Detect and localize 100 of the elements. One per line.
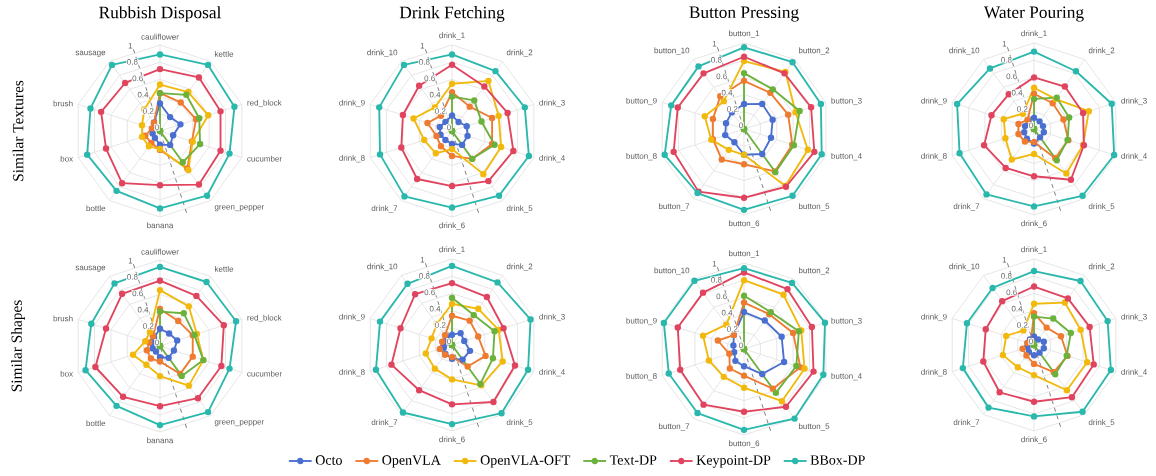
spoke-label: button_4	[831, 152, 862, 161]
spoke-label: drink_1	[1021, 246, 1047, 254]
spoke-label: drink_5	[506, 205, 533, 213]
spoke-label: drink_10	[367, 49, 398, 57]
chart-title: Drink Fetching	[399, 6, 505, 22]
spoke-label: cauliflower	[141, 33, 179, 40]
spoke-label: button_8	[626, 152, 657, 161]
y-tick-label: 0.4	[1011, 89, 1023, 96]
y-tick-label: 0.4	[721, 89, 733, 96]
spoke-label: green_pepper	[214, 205, 265, 212]
spoke-label: drink_4	[1121, 152, 1147, 161]
y-tick-label: 0.6	[132, 290, 143, 297]
y-tick-label: 0	[739, 342, 743, 349]
y-tick-label: 0.8	[1001, 57, 1012, 63]
spoke-label: bottle	[86, 205, 106, 212]
spoke-label: drink_6	[439, 436, 465, 444]
spoke-label: kettle	[214, 50, 234, 57]
y-tick-label: 0.2	[435, 322, 446, 328]
spoke-label: button_9	[626, 317, 657, 326]
spoke-label: red_block	[247, 314, 282, 323]
spoke-label: drink_4	[539, 154, 565, 163]
spoke-label: drink_2	[506, 49, 533, 57]
spoke-label: button_3	[831, 317, 862, 326]
y-tick-label: 1	[420, 256, 425, 263]
spoke-label: button_4	[831, 372, 862, 381]
spoke-label: drink_4	[1121, 368, 1147, 377]
y-tick-label: 0	[155, 339, 159, 346]
y-tick-label: 0.2	[727, 106, 738, 112]
y-tick-label: 0.4	[137, 91, 149, 98]
spoke-label: sausage	[75, 50, 106, 57]
y-tick-label: 0.8	[127, 59, 138, 65]
spoke-label: sausage	[75, 265, 106, 272]
spoke-label: banana	[147, 437, 174, 444]
y-tick-label: 0.8	[127, 274, 138, 280]
chart-title: Water Pouring	[983, 6, 1084, 22]
legend-label: BBox-DP	[810, 455, 865, 465]
legend-label: Keypoint-DP	[696, 455, 771, 468]
spoke-label: drink_8	[339, 368, 365, 377]
y-tick-label: 0.2	[1017, 106, 1028, 112]
spoke-label: button_6	[728, 440, 760, 448]
spoke-label: drink_1	[439, 32, 465, 40]
spoke-label: cauliflower	[141, 248, 179, 255]
y-tick-label: 0	[1029, 122, 1033, 129]
legend-label: OpenVLA	[382, 455, 441, 468]
y-tick-label: 0.8	[419, 273, 430, 279]
y-tick-label: 0.4	[1011, 305, 1023, 312]
y-tick-label: 0.8	[1001, 273, 1012, 279]
spoke-label: button_6	[728, 220, 760, 228]
spoke-label: drink_9	[921, 97, 947, 106]
y-tick-label: 1	[712, 260, 717, 267]
y-tick-label: 0.4	[429, 305, 441, 312]
spoke-label: kettle	[214, 265, 234, 272]
spoke-label: cucumber	[247, 370, 282, 377]
spoke-label: bottle	[86, 420, 106, 427]
spoke-label: drink_8	[921, 368, 947, 377]
y-tick-label: 1	[128, 42, 133, 49]
y-tick-label: 1	[1002, 256, 1007, 263]
spoke-label: drink_5	[1088, 203, 1115, 211]
spoke-label: drink_7	[953, 419, 980, 427]
spoke-label: drink_5	[1088, 419, 1115, 427]
spoke-label: banana	[147, 222, 174, 229]
legend-label: Text-DP	[609, 455, 657, 465]
y-tick-label: 0	[1029, 338, 1033, 345]
spoke-label: drink_10	[949, 263, 980, 271]
y-tick-label: 1	[712, 40, 717, 47]
text: Similar Textures	[12, 80, 24, 181]
spoke-label: drink_7	[953, 203, 980, 211]
y-tick-label: 1	[420, 42, 425, 49]
y-tick-label: 0	[447, 124, 451, 131]
legend-label: OpenVLA-OFT	[480, 455, 571, 468]
spoke-label: drink_3	[1121, 313, 1147, 322]
spoke-label: drink_7	[371, 419, 398, 427]
spoke-label: drink_6	[1021, 220, 1047, 228]
spoke-label: drink_8	[921, 152, 947, 161]
spoke-label: box	[60, 370, 73, 377]
spoke-label: drink_1	[1021, 30, 1047, 38]
y-tick-label: 0.4	[429, 91, 441, 98]
y-tick-label: 0.8	[711, 277, 722, 283]
y-tick-label: 0.2	[435, 108, 446, 114]
spoke-label: button_9	[626, 97, 657, 106]
spoke-label: green_pepper	[214, 420, 265, 427]
spoke-label: button_3	[831, 97, 862, 106]
spoke-label: drink_3	[539, 313, 565, 322]
y-tick-label: 0.6	[1006, 73, 1017, 80]
y-tick-label: 0.4	[721, 309, 733, 316]
spoke-label: button_1	[728, 250, 760, 258]
spoke-label: drink_10	[367, 263, 398, 271]
spoke-label: box	[60, 155, 73, 162]
spoke-label: drink_3	[539, 99, 565, 108]
spoke-label: brush	[53, 315, 73, 322]
spoke-label: drink_5	[506, 419, 533, 427]
y-tick-label: 0.6	[716, 293, 727, 300]
y-tick-label: 0.6	[424, 289, 435, 296]
spoke-label: cucumber	[247, 155, 282, 162]
legend-label: Octo	[315, 455, 342, 465]
y-tick-label: 0.2	[727, 326, 738, 332]
spoke-label: drink_6	[439, 222, 465, 230]
spoke-label: button_1	[728, 30, 760, 38]
spoke-label: drink_9	[339, 99, 365, 108]
chart-title: Rubbish Disposal	[99, 6, 222, 22]
